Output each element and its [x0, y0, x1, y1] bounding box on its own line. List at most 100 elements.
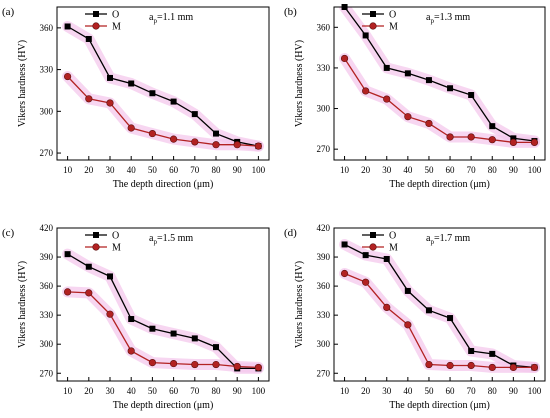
legend-marker: [92, 22, 100, 30]
x-tick-label: 10: [340, 386, 350, 396]
x-tick-label: 100: [252, 386, 266, 396]
data-point: [213, 130, 219, 137]
data-point: [107, 74, 113, 81]
series-line: [67, 253, 259, 370]
data-point: [191, 111, 198, 118]
highlight-band: [339, 268, 540, 373]
y-tick-label: 360: [317, 22, 331, 32]
annotation-main: a: [426, 233, 431, 244]
data-point: [404, 287, 411, 294]
y-tick-label: 330: [40, 310, 54, 320]
legend-label: O: [112, 10, 119, 21]
legend-label: O: [112, 231, 119, 242]
y-tick-label: 330: [317, 310, 331, 320]
y-tick-label: 330: [40, 65, 54, 75]
data-point: [106, 99, 114, 107]
data-point: [128, 316, 135, 323]
x-tick-label: 30: [382, 165, 392, 175]
data-point: [488, 136, 496, 144]
x-tick-label: 40: [127, 165, 137, 175]
data-point: [64, 23, 71, 30]
parameter-annotation: ap=1.3 mm: [426, 12, 470, 25]
y-tick-label: 270: [40, 368, 54, 378]
x-axis-label: The depth direction (μm): [113, 179, 214, 190]
legend-marker: [93, 232, 99, 238]
x-tick-label: 10: [63, 386, 73, 396]
chart-panel: (b) 10 20 30 40 50 60 70 80 90 100 270 300 330 360 The …: [284, 4, 546, 190]
series-line: [344, 272, 535, 369]
data-point: [127, 347, 135, 355]
x-tick-label: 100: [252, 165, 266, 175]
data-point: [446, 361, 454, 370]
data-point: [213, 344, 219, 351]
data-point: [509, 138, 517, 146]
data-point: [149, 90, 156, 97]
highlight-band: [62, 21, 264, 152]
data-point: [170, 98, 177, 105]
data-point: [489, 350, 496, 357]
plot-frame: [333, 227, 546, 382]
x-tick-label: 60: [446, 165, 456, 175]
x-tick-label: 40: [403, 386, 413, 396]
data-point: [127, 124, 135, 132]
series-line: [67, 291, 259, 369]
data-point: [425, 77, 432, 84]
annotation-subscript: p: [153, 238, 157, 246]
series-line: [344, 58, 535, 144]
x-tick-label: 20: [361, 165, 371, 175]
data-point: [212, 360, 220, 369]
x-tick-label: 80: [488, 386, 498, 396]
x-axis-label: The depth direction (μm): [389, 400, 490, 411]
annotation-subscript: p: [153, 17, 157, 25]
x-tick-label: 20: [84, 386, 94, 396]
data-point: [509, 363, 517, 372]
data-point: [404, 70, 411, 77]
x-tick-label: 60: [169, 165, 179, 175]
highlight-band: [62, 248, 264, 374]
annotation-value: =1.7 mm: [434, 233, 470, 244]
x-tick-label: 90: [233, 386, 243, 396]
parameter-annotation: ap=1.1 mm: [149, 12, 193, 25]
series-line: [344, 6, 535, 142]
data-point: [530, 363, 539, 372]
x-tick-label: 80: [212, 386, 222, 396]
y-tick-label: 300: [317, 104, 331, 114]
data-point: [467, 133, 475, 141]
x-tick-label: 40: [403, 165, 413, 175]
data-point: [404, 113, 412, 121]
data-point: [340, 269, 349, 278]
parameter-annotation: ap=1.5 mm: [149, 233, 193, 246]
y-tick-label: 270: [40, 148, 54, 158]
x-tick-label: 30: [382, 386, 392, 396]
data-point: [148, 359, 156, 367]
data-point: [170, 135, 178, 143]
data-point: [191, 360, 199, 369]
chart-panel: (c) 10 20 30 40 50 60 70 80 90 100 270 300 330 360 390 4…: [2, 223, 270, 411]
annotation-main: a: [149, 12, 154, 23]
legend-label: O: [389, 10, 396, 21]
data-point: [170, 359, 178, 368]
data-point: [383, 64, 390, 71]
annotation-main: a: [149, 233, 154, 244]
data-point: [362, 32, 369, 39]
chart-panel: (d) 10 20 30 40 50 60 70 80 90 100 270 300 330 360 390 4…: [284, 223, 546, 411]
legend-marker: [92, 243, 100, 251]
data-point: [404, 321, 412, 329]
x-tick-label: 50: [424, 165, 434, 175]
data-point: [530, 138, 539, 146]
y-tick-label: 300: [40, 106, 54, 116]
x-tick-label: 100: [528, 165, 542, 175]
y-tick-label: 420: [40, 223, 54, 233]
data-point: [425, 119, 433, 128]
x-tick-label: 10: [340, 165, 350, 175]
legend-label: O: [389, 231, 396, 242]
y-tick-label: 330: [317, 63, 331, 73]
y-axis-label: Vikers hardness (HV): [17, 40, 28, 127]
data-point: [63, 288, 72, 296]
panel-label: (b): [284, 6, 297, 18]
data-point: [85, 263, 92, 270]
x-tick-label: 20: [361, 386, 371, 396]
data-point: [341, 4, 348, 10]
legend-marker: [370, 11, 376, 17]
